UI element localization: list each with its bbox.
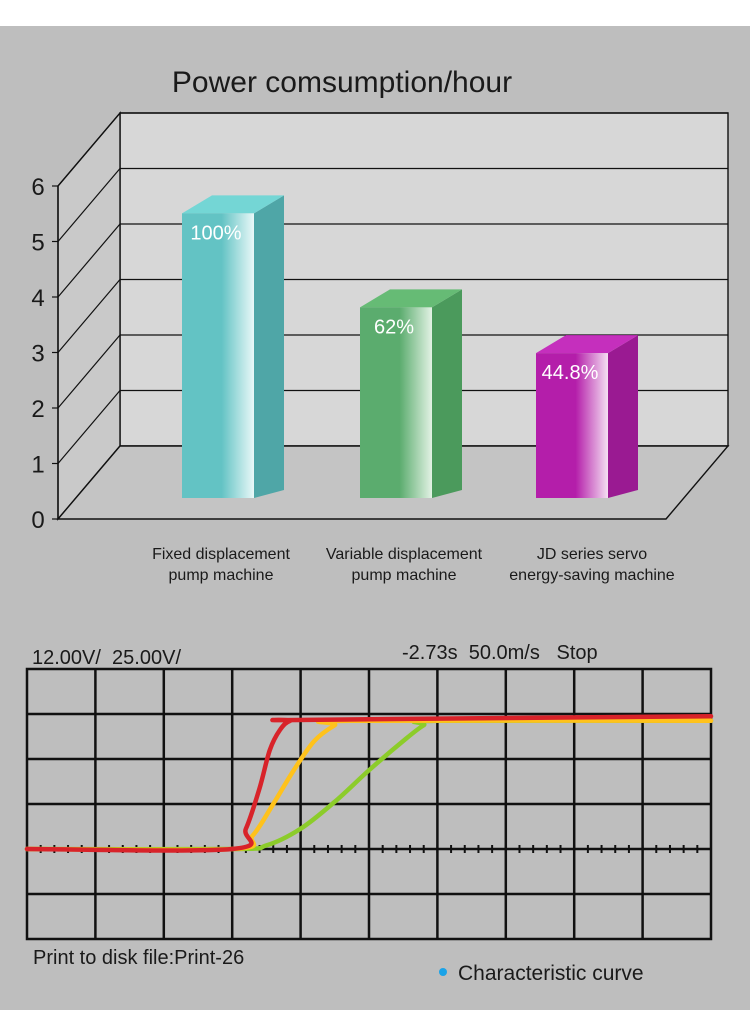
- bar-chart: Power comsumption/hour 0 1 2 3 4 5 6 100% 62% 44…: [31, 66, 730, 584]
- gridline: [57, 112, 121, 187]
- gridline: [57, 223, 121, 298]
- bar-top: [182, 195, 284, 214]
- y-tick-label: 4: [31, 285, 44, 312]
- y-tick-label: 0: [31, 507, 44, 534]
- x-category-label: JD series servo energy-saving machine: [509, 546, 675, 584]
- bar-top: [360, 289, 462, 308]
- bar-front: [360, 307, 432, 498]
- y-tick-label: 6: [31, 174, 44, 201]
- y-tick-label: 2: [31, 396, 44, 423]
- bar-1: 100%: [182, 195, 284, 499]
- gridline: [57, 279, 121, 353]
- bar-side: [254, 195, 284, 499]
- x-category-label: Fixed displacement pump machine: [152, 546, 290, 584]
- gridline: [57, 334, 121, 409]
- bar-front: [182, 213, 254, 499]
- y-tick-label: 3: [31, 341, 44, 368]
- gridline: [57, 168, 121, 242]
- bar-value-label: 100%: [190, 222, 241, 244]
- bar-side: [608, 335, 638, 498]
- bar-front: [536, 353, 608, 498]
- y-tick-label: 5: [31, 230, 44, 257]
- bar-top: [536, 335, 638, 354]
- gridline: [57, 390, 121, 464]
- chart-title: Power comsumption/hour: [172, 66, 512, 99]
- bar-side: [432, 289, 462, 498]
- bar-value-label: 62%: [374, 316, 414, 338]
- bar-2: 62%: [360, 289, 462, 498]
- bar-value-label: 44.8%: [542, 362, 599, 384]
- x-category-label: Variable displacement pump machine: [326, 546, 483, 584]
- bar-3: 44.8%: [536, 335, 638, 498]
- y-tick-label: 1: [31, 452, 44, 479]
